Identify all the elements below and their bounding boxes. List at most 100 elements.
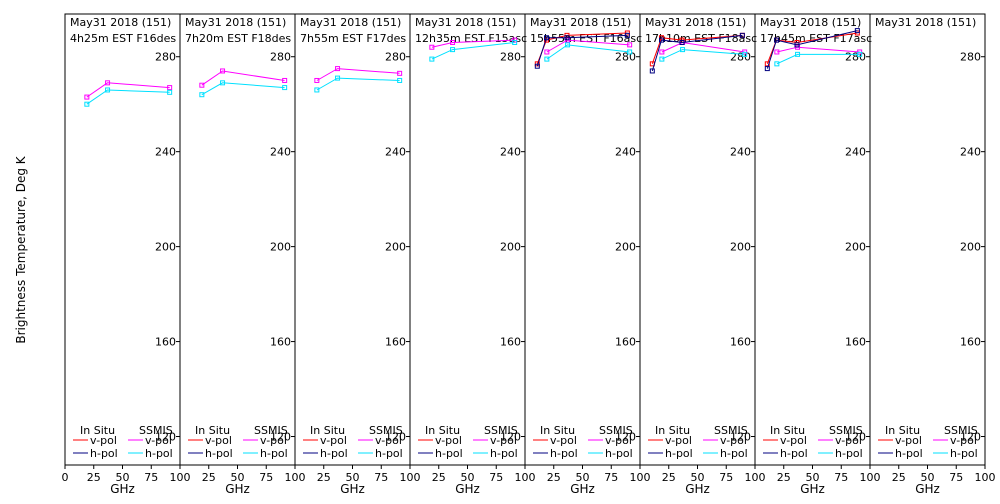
- legend-ssmis-hpol-label: h-pol: [375, 447, 403, 460]
- x-axis-label: GHz: [225, 482, 250, 496]
- data-point: [564, 35, 570, 41]
- y-tick-label: 240: [845, 146, 866, 159]
- panel-frame: [524, 13, 641, 466]
- y-tick-label: 120: [730, 431, 751, 444]
- legend-insitu-title: In Situ: [655, 424, 690, 437]
- series-line: [651, 34, 743, 64]
- series-line: [776, 46, 860, 53]
- y-tick-label: 120: [270, 431, 291, 444]
- y-tick-label: 280: [385, 51, 406, 64]
- series-line: [661, 49, 745, 60]
- x-tick-label: 100: [745, 471, 766, 484]
- legend-ssmis-hpol-label: h-pol: [260, 447, 288, 460]
- data-point: [774, 61, 780, 67]
- y-tick-label: 160: [270, 336, 291, 349]
- panel-4: May31 2018 (151) 12h35m EST F15asc 120 160 2…: [409, 13, 536, 496]
- x-axis-label: GHz: [915, 482, 940, 496]
- x-tick-label: 75: [374, 471, 388, 484]
- y-tick-label: 280: [615, 51, 636, 64]
- data-point: [167, 89, 173, 95]
- legend-insitu-title: In Situ: [310, 424, 345, 437]
- x-tick-label: 100: [975, 471, 996, 484]
- legend-ssmis-vpol-label: v-pol: [145, 434, 172, 447]
- panel-5: May31 2018 (151) 15h55m EST F16asc 120 160 2…: [524, 13, 651, 496]
- data-point: [649, 68, 655, 74]
- legend-ssmis-vpol-label: v-pol: [835, 434, 862, 447]
- data-point: [857, 51, 863, 57]
- x-tick-label: 50: [346, 471, 360, 484]
- legend-insitu-hpol-label: h-pol: [205, 447, 233, 460]
- panel-7: May31 2018 (151)17h45m EST F17asc1201602…: [754, 13, 881, 496]
- panel-date-label: May31 2018 (151): [185, 16, 286, 29]
- y-tick-label: 120: [385, 431, 406, 444]
- legend-insitu-vpol-label: v-pol: [895, 434, 922, 447]
- legend-ssmis-title: SSMIS: [599, 424, 633, 437]
- legend-insitu-hpol-label: h-pol: [550, 447, 578, 460]
- x-tick-label: 50: [461, 471, 475, 484]
- x-axis-label: GHz: [570, 482, 595, 496]
- y-tick-label: 200: [500, 241, 521, 254]
- x-tick-label: 50: [806, 471, 820, 484]
- panel-time-label: 15h55m EST F16asc: [530, 32, 642, 45]
- legend-ssmis-vpol-label: v-pol: [260, 434, 287, 447]
- data-point: [220, 80, 226, 86]
- x-tick-label: 75: [489, 471, 503, 484]
- y-tick-label: 160: [730, 336, 751, 349]
- x-tick-label: 25: [777, 471, 791, 484]
- series-ssmis-h: [199, 80, 288, 98]
- x-tick-label: 75: [259, 471, 273, 484]
- legend-insitu-vpol-label: v-pol: [665, 434, 692, 447]
- data-point: [220, 68, 226, 74]
- legend-ssmis-vpol-label: v-pol: [950, 434, 977, 447]
- data-point: [742, 51, 748, 57]
- legend-ssmis-vpol-label: v-pol: [605, 434, 632, 447]
- data-point: [84, 101, 90, 107]
- y-tick-label: 240: [270, 146, 291, 159]
- series-ssmis-h: [659, 47, 748, 62]
- x-tick-label: 25: [547, 471, 561, 484]
- y-tick-label: 160: [845, 336, 866, 349]
- panel-6: May31 2018 (151)17h10m EST F18asc1201602…: [639, 13, 766, 496]
- legend-insitu-vpol-label: v-pol: [435, 434, 462, 447]
- y-axis-label: Brightness Temperature, Deg K: [14, 155, 28, 343]
- y-tick-label: 120: [155, 431, 176, 444]
- series-line: [86, 89, 170, 105]
- x-tick-label: 100: [860, 471, 881, 484]
- legend-insitu-vpol-label: v-pol: [205, 434, 232, 447]
- x-tick-label: 75: [604, 471, 618, 484]
- y-tick-label: 240: [155, 146, 176, 159]
- legend-insitu-title: In Situ: [540, 424, 575, 437]
- y-tick-label: 160: [615, 336, 636, 349]
- data-point: [429, 44, 435, 50]
- legend-insitu-hpol-label: h-pol: [665, 447, 693, 460]
- series-insitu-h: [649, 32, 745, 74]
- series-ssmis-h: [429, 39, 518, 62]
- x-tick-label: 50: [231, 471, 245, 484]
- legend-ssmis-hpol-label: h-pol: [835, 447, 863, 460]
- series-line: [201, 70, 285, 86]
- legend-ssmis-hpol-label: h-pol: [490, 447, 518, 460]
- x-tick-label: 75: [144, 471, 158, 484]
- legend-insitu-vpol-label: v-pol: [320, 434, 347, 447]
- x-tick-label: 25: [317, 471, 331, 484]
- series-line: [766, 30, 858, 69]
- series-ssmis-v: [84, 80, 173, 100]
- y-tick-label: 200: [960, 241, 981, 254]
- y-tick-label: 240: [385, 146, 406, 159]
- panel-frame: [64, 13, 181, 466]
- data-point: [627, 42, 633, 48]
- y-tick-label: 120: [500, 431, 521, 444]
- x-tick-label: 100: [630, 471, 651, 484]
- y-tick-label: 240: [960, 146, 981, 159]
- legend-insitu-vpol-label: v-pol: [550, 434, 577, 447]
- series-line: [431, 42, 515, 60]
- y-tick-label: 280: [500, 51, 521, 64]
- x-tick-label: 75: [719, 471, 733, 484]
- panel-3: May31 2018 (151) 7h55m EST F17des 120 160 20…: [294, 13, 421, 496]
- data-point: [659, 49, 665, 55]
- y-tick-label: 200: [615, 241, 636, 254]
- x-tick-label: 50: [576, 471, 590, 484]
